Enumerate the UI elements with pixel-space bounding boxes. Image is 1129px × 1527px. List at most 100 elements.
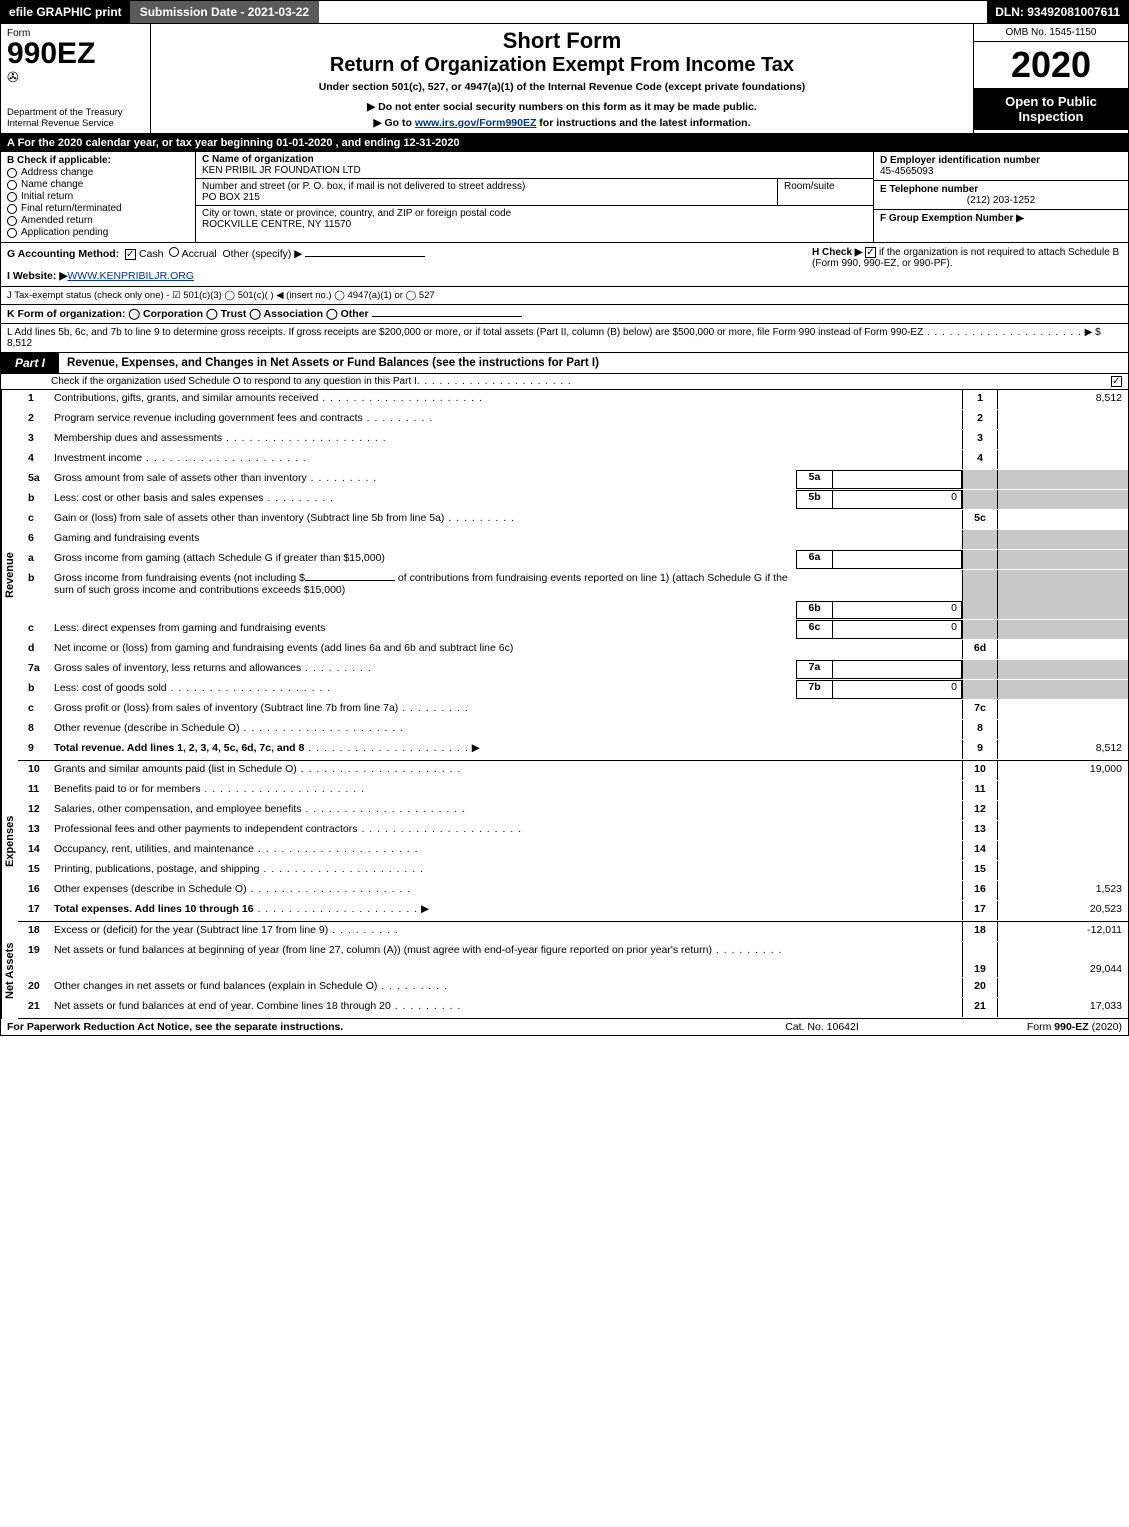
l6a-val <box>832 550 962 569</box>
l-text: L Add lines 5b, 6c, and 7b to line 9 to … <box>7 327 923 338</box>
l7a-val <box>832 660 962 679</box>
group-ex-row: F Group Exemption Number ▶ <box>874 210 1128 227</box>
short-form: Short Form <box>159 28 965 54</box>
efile-print[interactable]: efile GRAPHIC print <box>1 1 130 23</box>
row-j-tax-status: J Tax-exempt status (check only one) - ☑… <box>1 287 1128 305</box>
col-g: G Accounting Method: Cash Accrual Other … <box>7 247 812 282</box>
website-link[interactable]: WWW.KENPRIBILJR.ORG <box>67 270 194 282</box>
form-ref: Form 990-EZ (2020) <box>922 1021 1122 1033</box>
irs: Internal Revenue Service <box>7 118 144 129</box>
form-990ez-page: efile GRAPHIC print Submission Date - 20… <box>0 0 1129 1036</box>
subtitle-3: ▶ Go to www.irs.gov/Form990EZ for instru… <box>159 117 965 129</box>
ein: 45-4565093 <box>880 166 933 177</box>
expenses-section: Expenses 10Grants and similar amounts pa… <box>1 761 1128 922</box>
l12-val <box>998 801 1128 820</box>
block-bcd: B Check if applicable: Address change Na… <box>1 152 1128 243</box>
group-ex-label: F Group Exemption Number ▶ <box>880 213 1024 224</box>
chk-schedB[interactable] <box>865 247 876 258</box>
l7c-val <box>998 700 1128 719</box>
row-a-tax-year: A For the 2020 calendar year, or tax yea… <box>1 134 1128 152</box>
city: ROCKVILLE CENTRE, NY 11570 <box>202 219 351 230</box>
row-l-gross: L Add lines 5b, 6c, and 7b to line 9 to … <box>1 324 1128 353</box>
l1-val: 8,512 <box>998 390 1128 409</box>
org-name-label: C Name of organization <box>202 154 314 165</box>
l17-val: 20,523 <box>998 901 1128 920</box>
chk-amended[interactable]: Amended return <box>7 215 189 226</box>
tel-label: E Telephone number <box>880 184 978 195</box>
net-assets-section: Net Assets 18Excess or (deficit) for the… <box>1 922 1128 1019</box>
city-label: City or town, state or province, country… <box>202 208 511 219</box>
part1-schedO: Check if the organization used Schedule … <box>1 374 1128 390</box>
l6d-val <box>998 640 1128 659</box>
l16-val: 1,523 <box>998 881 1128 900</box>
ein-row: D Employer identification number 45-4565… <box>874 152 1128 181</box>
l7b-val: 0 <box>832 680 962 699</box>
header-left: Form 990EZ ✇ Department of the Treasury … <box>1 24 151 133</box>
tax-year: 2020 <box>974 42 1128 88</box>
chk-pending[interactable]: Application pending <box>7 227 189 238</box>
l8-val <box>998 720 1128 739</box>
ein-label: D Employer identification number <box>880 155 1040 166</box>
b-header: B Check if applicable: <box>7 155 189 166</box>
header: Form 990EZ ✇ Department of the Treasury … <box>1 24 1128 134</box>
open-public: Open to Public Inspection <box>974 88 1128 130</box>
website-label: I Website: ▶ <box>7 270 67 282</box>
l14-val <box>998 841 1128 860</box>
org-name: KEN PRIBIL JR FOUNDATION LTD <box>202 165 361 176</box>
submission-date: Submission Date - 2021-03-22 <box>130 1 319 23</box>
l18-val: -12,011 <box>998 922 1128 941</box>
chk-address[interactable]: Address change <box>7 167 189 178</box>
irs-link[interactable]: www.irs.gov/Form990EZ <box>415 117 537 129</box>
part1-header: Part I Revenue, Expenses, and Changes in… <box>1 353 1128 374</box>
l6c-val: 0 <box>832 620 962 639</box>
revenue-lines: 1Contributions, gifts, grants, and simil… <box>18 390 1128 761</box>
dln: DLN: 93492081007611 <box>987 1 1128 23</box>
l6b-val: 0 <box>832 601 962 619</box>
subtitle-1: Under section 501(c), 527, or 4947(a)(1)… <box>159 81 965 93</box>
street-cell: Number and street (or P. O. box, if mail… <box>196 179 778 205</box>
return-title: Return of Organization Exempt From Incom… <box>159 54 965 77</box>
sub3a: ▶ Go to <box>374 117 415 129</box>
l5a-val <box>832 470 962 489</box>
net-lines: 18Excess or (deficit) for the year (Subt… <box>18 922 1128 1019</box>
dept-treasury: Department of the Treasury <box>7 107 144 118</box>
chk-name[interactable]: Name change <box>7 179 189 190</box>
subtitle-2: ▶ Do not enter social security numbers o… <box>159 101 965 113</box>
sub3b: for instructions and the latest informat… <box>536 117 750 129</box>
chk-final[interactable]: Final return/terminated <box>7 203 189 214</box>
accounting-method: G Accounting Method: Cash Accrual Other … <box>7 247 812 260</box>
col-c-org: C Name of organization KEN PRIBIL JR FOU… <box>196 152 873 242</box>
side-expenses: Expenses <box>1 761 18 922</box>
side-revenue: Revenue <box>1 390 18 761</box>
l13-val <box>998 821 1128 840</box>
l2-val <box>998 410 1128 429</box>
cat-no: Cat. No. 10642I <box>722 1021 922 1033</box>
room-cell: Room/suite <box>778 179 873 205</box>
l3-val <box>998 430 1128 449</box>
l5c-val <box>998 510 1128 529</box>
row-k-org-form: K Form of organization: ◯ Corporation ◯ … <box>1 305 1128 324</box>
expense-lines: 10Grants and similar amounts paid (list … <box>18 761 1128 922</box>
revenue-section: Revenue 1Contributions, gifts, grants, a… <box>1 390 1128 761</box>
l21-val: 17,033 <box>998 998 1128 1017</box>
h-label: H Check ▶ <box>812 247 862 258</box>
l19-val: 29,044 <box>998 942 1128 977</box>
street: PO BOX 215 <box>202 192 260 203</box>
l9-val: 8,512 <box>998 740 1128 759</box>
l5b-val: 0 <box>832 490 962 509</box>
footer: For Paperwork Reduction Act Notice, see … <box>1 1019 1128 1035</box>
topbar: efile GRAPHIC print Submission Date - 20… <box>1 1 1128 24</box>
header-right: OMB No. 1545-1150 2020 Open to Public In… <box>973 24 1128 133</box>
chk-schedO-p1[interactable] <box>1111 376 1122 387</box>
chk-initial[interactable]: Initial return <box>7 191 189 202</box>
form-number: 990EZ <box>7 39 144 69</box>
tel-row: E Telephone number (212) 203-1252 <box>874 181 1128 210</box>
chk-cash[interactable] <box>125 249 136 260</box>
row-gh: G Accounting Method: Cash Accrual Other … <box>1 243 1128 287</box>
addr-row: Number and street (or P. O. box, if mail… <box>196 179 873 206</box>
omb-number: OMB No. 1545-1150 <box>974 24 1128 42</box>
room-label: Room/suite <box>784 181 835 192</box>
col-h: H Check ▶ if the organization is not req… <box>812 247 1122 282</box>
chk-accrual[interactable] <box>169 247 179 257</box>
g-label: G Accounting Method: <box>7 248 119 260</box>
